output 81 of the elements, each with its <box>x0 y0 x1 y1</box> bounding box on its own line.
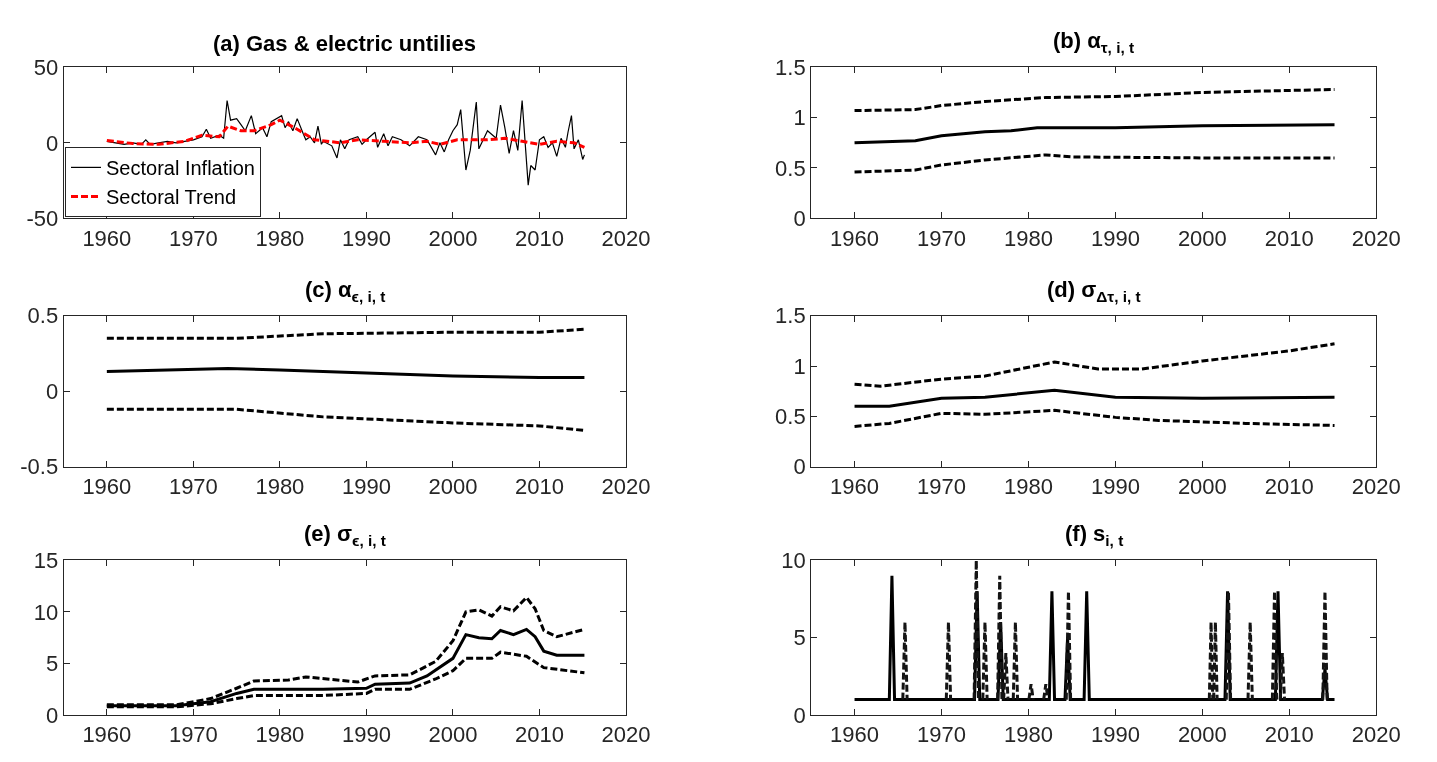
x-tick-label: 2020 <box>1351 225 1401 251</box>
x-tick-label: 1990 <box>341 225 391 251</box>
y-tick-label: 15 <box>33 548 59 574</box>
x-tick-label: 1960 <box>830 722 880 748</box>
x-tick-label: 2000 <box>1177 474 1227 500</box>
y-tick-label: 0 <box>793 454 806 480</box>
legend-label: Sectoral Trend <box>106 186 237 209</box>
x-tick-label: 1980 <box>255 474 305 500</box>
x-tick-label: 1980 <box>255 722 305 748</box>
line-series <box>105 407 586 432</box>
x-tick-label: 1980 <box>1003 722 1053 748</box>
x-tick-label: 1970 <box>917 225 966 251</box>
y-tick-label: 0.5 <box>775 404 806 430</box>
line-series <box>853 123 1337 145</box>
y-tick-label: 1 <box>793 105 806 131</box>
line-series <box>853 153 1337 174</box>
x-tick-label: 2020 <box>1351 722 1401 748</box>
x-tick-label: 2000 <box>1177 225 1227 251</box>
y-tick-label: -50 <box>26 206 59 232</box>
chart-title: (f) s$_{i, t}$ <box>1065 521 1124 549</box>
x-tick-label: 1960 <box>82 474 132 500</box>
x-tick-label: 1970 <box>168 722 218 748</box>
x-tick-label: 1960 <box>82 225 132 251</box>
line-series <box>853 87 1337 113</box>
x-tick-label: 2000 <box>428 225 478 251</box>
x-tick-label: 1990 <box>1090 474 1140 500</box>
chart-title: (d) σ$_{Δτ, i, t}$ <box>1047 277 1141 305</box>
y-tick-label: 0.5 <box>27 303 59 329</box>
x-tick-label: 2010 <box>1264 474 1314 500</box>
x-tick-label: 1960 <box>82 722 132 748</box>
y-tick-label: 50 <box>33 54 59 80</box>
x-tick-label: 1970 <box>168 225 218 251</box>
chart-title: (e) σ$_{ϵ, i, t}$ <box>304 521 386 549</box>
y-tick-label: 0.5 <box>775 155 806 181</box>
x-tick-label: 1980 <box>255 225 305 251</box>
x-tick-label: 2010 <box>1264 225 1314 251</box>
x-tick-label: 2010 <box>514 225 564 251</box>
x-tick-label: 1980 <box>1003 225 1053 251</box>
x-tick-label: 2000 <box>428 474 478 500</box>
y-tick-label: 1.5 <box>775 303 806 329</box>
x-tick-label: 1960 <box>830 225 880 251</box>
x-tick-label: 2020 <box>601 722 651 748</box>
x-tick-label: 1980 <box>1003 474 1053 500</box>
y-tick-label: 0 <box>793 206 806 232</box>
x-tick-label: 2000 <box>1177 722 1227 748</box>
line-series <box>853 388 1337 408</box>
chart-title: (a) Gas & electric untilies <box>213 31 476 56</box>
x-tick-label: 1970 <box>917 722 966 748</box>
x-tick-label: 1970 <box>917 474 966 500</box>
y-tick-label: 1 <box>793 353 806 379</box>
x-tick-label: 1990 <box>341 722 391 748</box>
x-tick-label: 2010 <box>514 474 564 500</box>
x-tick-label: 1960 <box>830 474 880 500</box>
x-tick-label: 2020 <box>601 225 651 251</box>
y-tick-label: 5 <box>793 625 806 651</box>
y-tick-label: 0 <box>793 702 806 728</box>
y-tick-label: 0 <box>45 378 59 404</box>
line-series <box>853 342 1337 388</box>
line-series <box>853 408 1337 428</box>
x-tick-label: 2010 <box>514 722 564 748</box>
x-tick-label: 2020 <box>601 474 651 500</box>
y-tick-label: 0 <box>45 130 59 156</box>
chart-title: (b) α$_{τ, i, t}$ <box>1053 28 1135 56</box>
y-tick-label: 10 <box>781 548 806 574</box>
x-tick-label: 1990 <box>1090 225 1140 251</box>
y-tick-label: -0.5 <box>20 454 59 480</box>
line-series <box>105 118 586 149</box>
x-tick-label: 2010 <box>1264 722 1314 748</box>
y-tick-label: 5 <box>45 651 59 677</box>
y-tick-label: 1.5 <box>775 54 806 80</box>
x-tick-label: 1970 <box>168 474 218 500</box>
y-tick-label: 10 <box>33 599 59 625</box>
chart-title: (c) α$_{ϵ, i, t}$ <box>305 277 386 305</box>
x-tick-label: 2020 <box>1351 474 1401 500</box>
line-series <box>105 327 586 340</box>
line-series <box>105 367 586 380</box>
x-tick-label: 2000 <box>428 722 478 748</box>
x-tick-label: 1990 <box>341 474 391 500</box>
y-tick-label: 0 <box>45 702 59 728</box>
legend-label: Sectoral Inflation <box>106 157 255 180</box>
x-tick-label: 1990 <box>1090 722 1140 748</box>
